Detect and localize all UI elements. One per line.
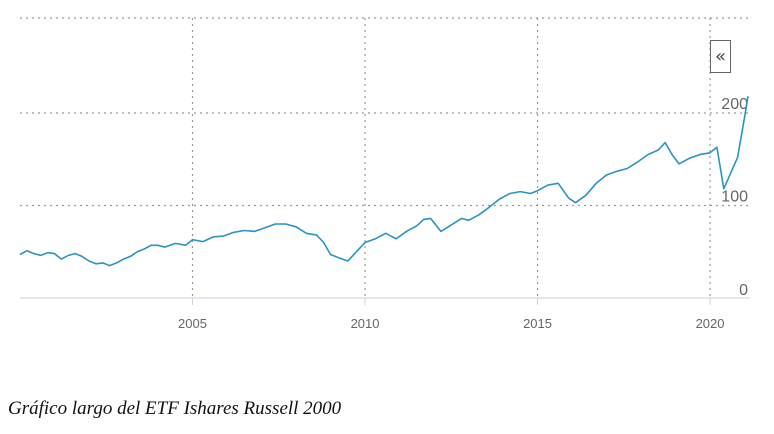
x-tick-label: 2010	[351, 316, 380, 331]
series-line	[19, 96, 749, 267]
x-axis-tick-labels: 2005 2010 2015 2020	[178, 316, 724, 331]
chart-caption: Gráfico largo del ETF Ishares Russell 20…	[8, 398, 342, 419]
y-axis-tick-labels: 0 100 200	[721, 96, 748, 299]
y-tick-label: 100	[721, 189, 748, 206]
horizontal-gridlines	[20, 17, 750, 207]
x-tick-label: 2020	[696, 316, 725, 331]
x-tick-label: 2015	[523, 316, 552, 331]
y-tick-label: 0	[739, 282, 748, 299]
collapse-panel-button[interactable]: «	[710, 40, 731, 73]
x-tick-label: 2005	[178, 316, 207, 331]
y-tick-label: 200	[721, 96, 748, 113]
x-axis-ticks	[192, 298, 711, 305]
vertical-gridlines	[191, 18, 711, 298]
double-chevron-left-icon: «	[714, 46, 726, 67]
